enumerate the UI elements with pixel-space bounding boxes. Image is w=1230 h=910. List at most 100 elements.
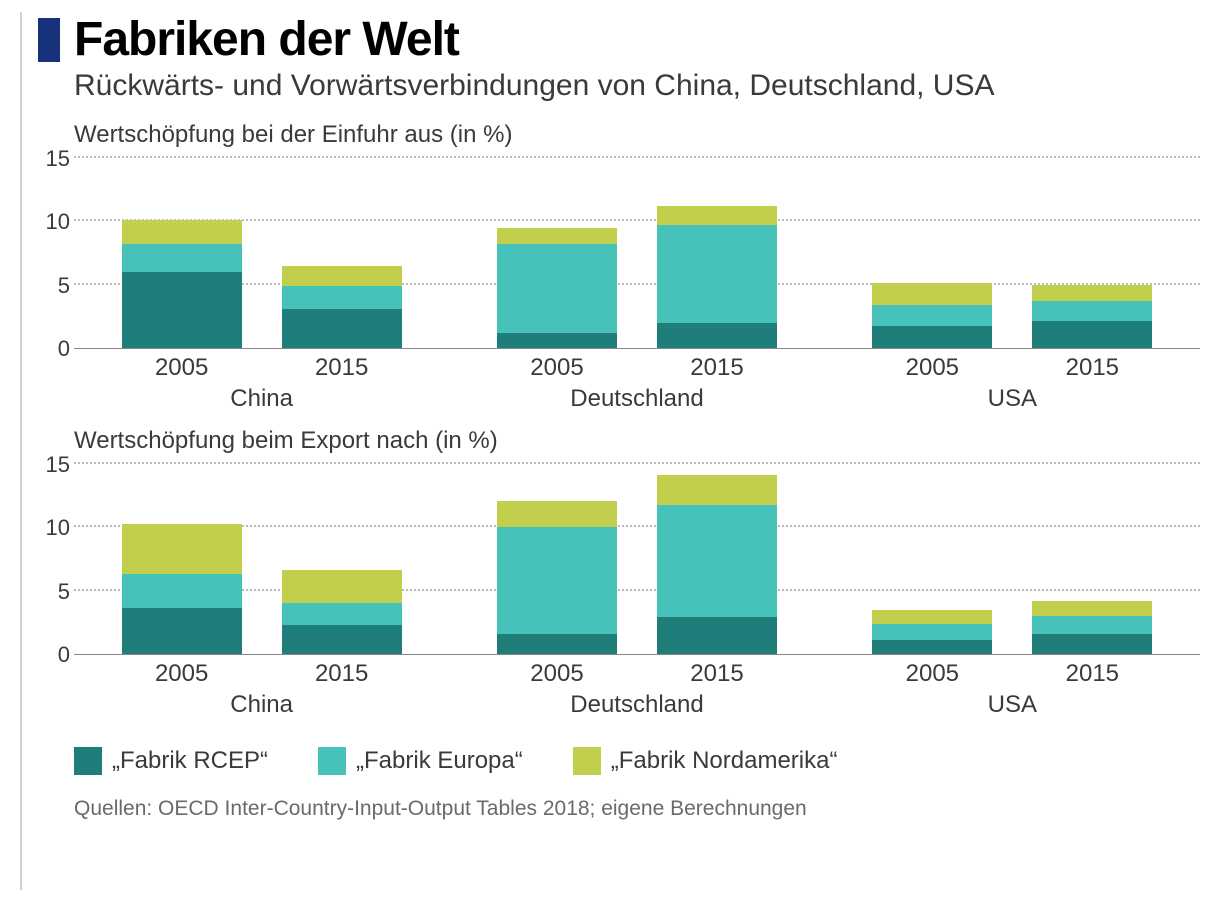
seg-europa xyxy=(122,244,242,272)
seg-nordamerika xyxy=(1032,285,1152,301)
group-usa: 2005 2015 xyxy=(825,159,1200,348)
swatch-europa xyxy=(318,747,346,775)
page-subtitle: Rückwärts- und Vorwärtsverbindungen von … xyxy=(74,69,1210,103)
x-year-label: 2005 xyxy=(906,660,959,688)
x-year-label: 2015 xyxy=(315,354,368,382)
bar-china-2015: 2015 xyxy=(282,159,402,348)
panel-import: Wertschöpfung bei der Einfuhr aus (in %)… xyxy=(74,121,1200,413)
seg-europa xyxy=(122,574,242,608)
seg-nordamerika xyxy=(657,206,777,225)
seg-europa xyxy=(282,286,402,309)
seg-nordamerika xyxy=(282,570,402,603)
x-group-label: USA xyxy=(825,385,1200,413)
bar-china-2005: 2005 xyxy=(122,465,242,654)
plot-area: 2005 2015 2005 2015 2005 2015 xyxy=(74,159,1200,349)
legend-item-nordamerika: „Fabrik Nordamerika“ xyxy=(573,747,838,775)
seg-rcep xyxy=(1032,321,1152,348)
y-tick-label: 15 xyxy=(30,146,70,172)
seg-europa xyxy=(497,527,617,633)
seg-nordamerika xyxy=(872,283,992,305)
accent-block xyxy=(38,18,60,62)
bar-groups: 2005 2015 2005 2015 2005 2015 xyxy=(74,159,1200,348)
y-tick-label: 15 xyxy=(30,452,70,478)
bar-deutschland-2015: 2015 xyxy=(657,159,777,348)
seg-europa xyxy=(872,624,992,640)
page-title: Fabriken der Welt xyxy=(74,12,459,67)
x-year-label: 2005 xyxy=(906,354,959,382)
legend-label-europa: „Fabrik Europa“ xyxy=(356,747,523,775)
group-china: 2005 2015 xyxy=(74,159,449,348)
y-axis: 051015 xyxy=(30,465,70,655)
seg-nordamerika xyxy=(122,524,242,575)
x-group-labels: ChinaDeutschlandUSA xyxy=(74,691,1200,719)
seg-rcep xyxy=(122,608,242,654)
legend-item-europa: „Fabrik Europa“ xyxy=(318,747,523,775)
bar-deutschland-2005: 2005 xyxy=(497,465,617,654)
y-tick-label: 0 xyxy=(30,336,70,362)
seg-rcep xyxy=(282,625,402,654)
seg-europa xyxy=(872,305,992,327)
seg-rcep xyxy=(497,634,617,654)
x-year-label: 2005 xyxy=(155,354,208,382)
seg-rcep xyxy=(657,323,777,348)
seg-rcep xyxy=(122,272,242,348)
panel-export: Wertschöpfung beim Export nach (in %)051… xyxy=(74,427,1200,719)
legend-label-nordamerika: „Fabrik Nordamerika“ xyxy=(611,747,838,775)
bar-china-2015: 2015 xyxy=(282,465,402,654)
bar-usa-2005: 2005 xyxy=(872,159,992,348)
x-year-label: 2015 xyxy=(315,660,368,688)
x-group-label: USA xyxy=(825,691,1200,719)
bar-deutschland-2015: 2015 xyxy=(657,465,777,654)
seg-rcep xyxy=(282,309,402,348)
seg-europa xyxy=(282,603,402,625)
y-tick-label: 0 xyxy=(30,642,70,668)
panel-title-export: Wertschöpfung beim Export nach (in %) xyxy=(74,427,1200,455)
y-tick-label: 5 xyxy=(30,273,70,299)
x-year-label: 2005 xyxy=(530,660,583,688)
chart-export: 051015200520152005201520052015 xyxy=(74,465,1200,655)
x-year-label: 2015 xyxy=(1066,354,1119,382)
seg-nordamerika xyxy=(657,475,777,504)
header: Fabriken der Welt Rückwärts- und Vorwärt… xyxy=(38,12,1210,103)
y-axis: 051015 xyxy=(30,159,70,349)
group-china: 2005 2015 xyxy=(74,465,449,654)
seg-rcep xyxy=(657,617,777,654)
seg-nordamerika xyxy=(497,501,617,528)
bar-china-2005: 2005 xyxy=(122,159,242,348)
seg-europa xyxy=(1032,616,1152,634)
seg-rcep xyxy=(1032,634,1152,654)
y-tick-label: 10 xyxy=(30,515,70,541)
seg-nordamerika xyxy=(872,610,992,624)
y-tick-label: 5 xyxy=(30,579,70,605)
seg-rcep xyxy=(872,640,992,654)
swatch-rcep xyxy=(74,747,102,775)
gridline xyxy=(74,462,1200,464)
seg-europa xyxy=(1032,301,1152,321)
x-year-label: 2015 xyxy=(1066,660,1119,688)
legend: „Fabrik RCEP“ „Fabrik Europa“ „Fabrik No… xyxy=(74,747,1210,775)
legend-label-rcep: „Fabrik RCEP“ xyxy=(112,747,268,775)
seg-nordamerika xyxy=(1032,601,1152,616)
bar-deutschland-2005: 2005 xyxy=(497,159,617,348)
plot-area: 2005 2015 2005 2015 2005 2015 xyxy=(74,465,1200,655)
x-group-label: China xyxy=(74,691,449,719)
source-line: Quellen: OECD Inter-Country-Input-Output… xyxy=(74,797,1210,821)
group-usa: 2005 2015 xyxy=(825,465,1200,654)
bar-usa-2015: 2015 xyxy=(1032,159,1152,348)
x-group-label: Deutschland xyxy=(449,691,824,719)
x-year-label: 2015 xyxy=(690,660,743,688)
seg-rcep xyxy=(872,326,992,348)
bar-usa-2005: 2005 xyxy=(872,465,992,654)
x-year-label: 2005 xyxy=(155,660,208,688)
seg-nordamerika xyxy=(282,266,402,286)
seg-nordamerika xyxy=(122,220,242,244)
x-group-label: Deutschland xyxy=(449,385,824,413)
bar-usa-2015: 2015 xyxy=(1032,465,1152,654)
seg-europa xyxy=(657,225,777,323)
chart-import: 051015200520152005201520052015 xyxy=(74,159,1200,349)
x-group-label: China xyxy=(74,385,449,413)
x-year-label: 2005 xyxy=(530,354,583,382)
group-deutschland: 2005 2015 xyxy=(449,159,824,348)
group-deutschland: 2005 2015 xyxy=(449,465,824,654)
left-rule xyxy=(20,12,22,890)
